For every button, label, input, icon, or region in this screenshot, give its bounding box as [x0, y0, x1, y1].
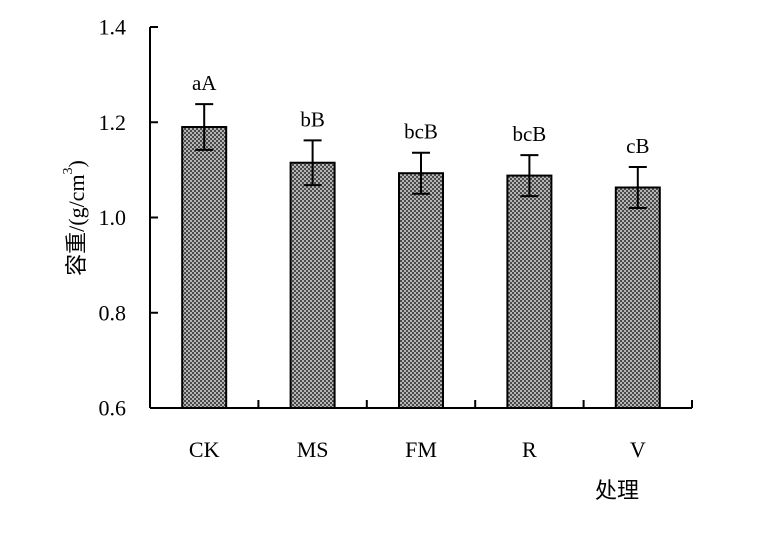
y-axis-title-close: ) — [64, 160, 89, 167]
y-ticks: 0.6 0.8 1.0 1.2 1.4 — [99, 15, 158, 421]
category-label-ck: CK — [189, 437, 220, 462]
y-axis-title-superscript: 3 — [61, 167, 76, 174]
significance-label-fm: bcB — [404, 120, 438, 144]
category-label-v: V — [630, 437, 646, 462]
plot-area: 0.6 0.8 1.0 1.2 1.4 aA bB bcB bcB cB CK MS FM R V — [99, 15, 693, 462]
bars — [181, 126, 661, 409]
bar-fm — [398, 172, 444, 409]
error-bars — [195, 103, 647, 209]
category-label-fm: FM — [405, 437, 437, 462]
significance-label-ck: aA — [192, 71, 217, 95]
bar-ck — [181, 126, 228, 409]
y-tick-label: 1.2 — [99, 110, 127, 135]
significance-label-v: cB — [626, 134, 649, 158]
significance-labels: aA bB bcB bcB cB — [192, 71, 650, 158]
significance-label-ms: bB — [300, 107, 325, 131]
y-axis-title: 容重/(g/cm3) — [61, 160, 89, 276]
significance-label-r: bcB — [512, 122, 546, 146]
y-tick-label: 0.8 — [99, 300, 127, 325]
bar-ms — [289, 161, 336, 409]
x-axis-title: 处理 — [595, 478, 639, 503]
category-label-ms: MS — [297, 437, 329, 462]
y-axis-title-main: 容重/(g/cm — [64, 174, 89, 275]
x-ticks — [257, 400, 693, 408]
y-tick-label: 1.0 — [99, 205, 127, 230]
bar-v — [614, 186, 661, 409]
y-tick-label: 0.6 — [99, 396, 127, 421]
y-tick-label: 1.4 — [99, 15, 127, 40]
category-labels: CK MS FM R V — [189, 437, 646, 462]
bar-r — [506, 174, 553, 409]
category-label-r: R — [522, 437, 537, 462]
